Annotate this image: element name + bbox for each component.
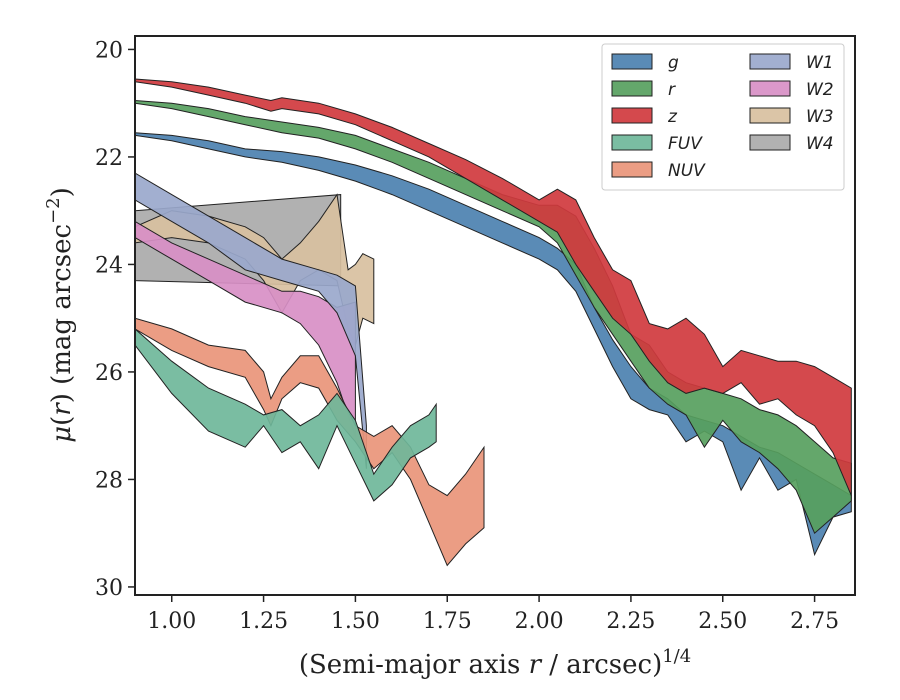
x-axis-label: (Semi-major axis r / arcsec)1/4: [299, 646, 691, 680]
legend-swatch-w4: [749, 134, 791, 151]
y-tick-label: 26: [95, 361, 123, 386]
legend-label-fuv: FUV: [668, 134, 703, 154]
x-tick-label: 2.75: [790, 609, 839, 634]
legend-swatch-fuv: [611, 134, 653, 151]
plot-frame: [134, 35, 856, 596]
band-g: [135, 132, 852, 557]
x-tick-label: 2.00: [515, 609, 564, 634]
x-tick-label: 1.25: [239, 609, 288, 634]
band-fuv: [135, 328, 437, 502]
legend-swatch-w2: [749, 80, 791, 97]
legend-swatch-w1: [749, 53, 791, 70]
x-tick-label: 1.00: [147, 609, 196, 634]
x-tick-label: 1.50: [331, 609, 380, 634]
axes-layer: 1.00 1.25 1.50 1.75 2.00 2.25 2.50 2.75 20 22 24 26…: [95, 35, 856, 634]
legend-swatch-w3: [749, 107, 791, 124]
legend-label-w2: W2: [806, 80, 834, 100]
x-tick-label: 1.75: [423, 609, 472, 634]
legend-label-w3: W3: [806, 107, 834, 127]
x-tick-label: 2.50: [698, 609, 747, 634]
x-tick-label: 2.25: [606, 609, 655, 634]
y-tick-label: 30: [95, 576, 123, 601]
legend-label-nuv: NUV: [668, 161, 706, 181]
legend-label-z: z: [667, 107, 678, 127]
legend-swatch-nuv: [611, 161, 653, 178]
y-tick-label: 22: [95, 146, 123, 171]
legend-label-g: g: [668, 53, 679, 73]
y-tick-label: 24: [95, 253, 123, 278]
legend: grz FUV NUV W1 W2 W3 W4: [601, 43, 845, 191]
band-z: [135, 78, 852, 496]
y-tick-label: 28: [95, 468, 123, 493]
legend-label-r: r: [668, 80, 676, 100]
y-axis-label: μ(r) (mag arcsec−2): [43, 187, 77, 443]
legend-label-w1: W1: [806, 53, 834, 73]
band-layer: [135, 78, 852, 567]
legend-swatch-g: [611, 53, 653, 70]
y-tick-label: 20: [95, 38, 123, 63]
legend-label-w4: W4: [806, 134, 834, 154]
legend-swatch-r: [611, 80, 653, 97]
legend-swatch-z: [611, 107, 653, 124]
